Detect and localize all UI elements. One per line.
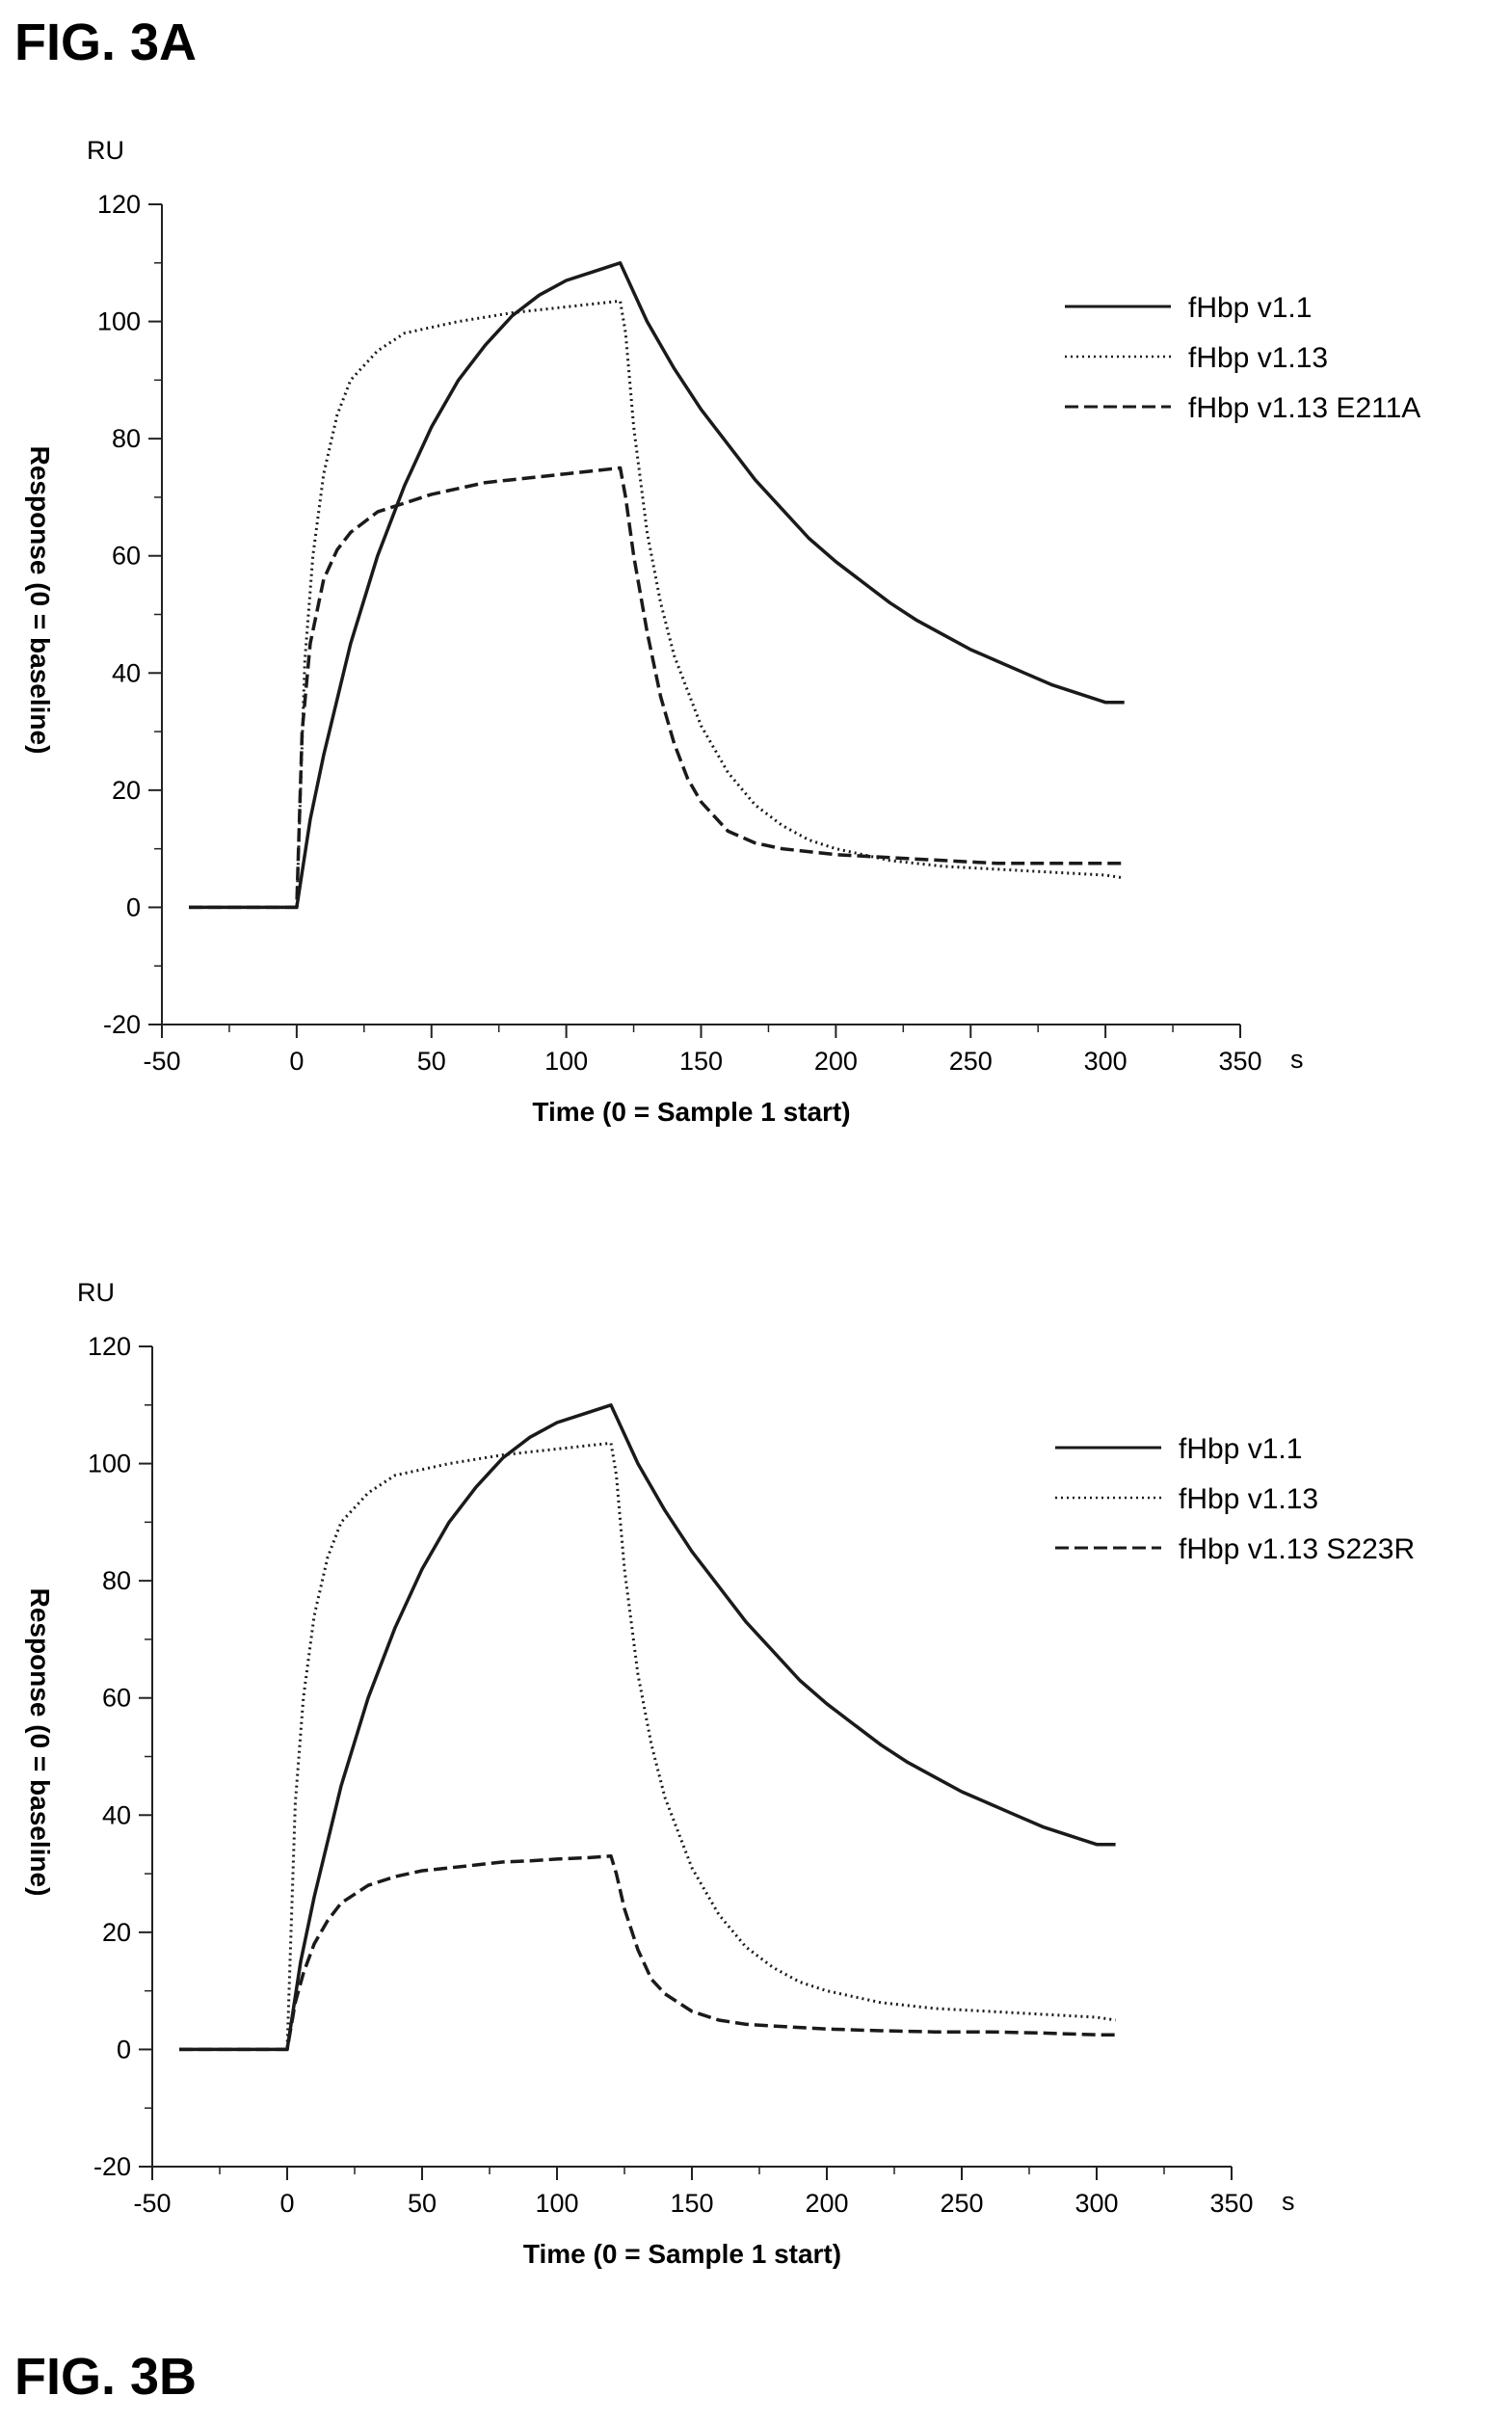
x-tick-label: 250 [949,1047,993,1076]
x-tick-label: 0 [289,1047,304,1076]
x-tick-label: 200 [814,1047,858,1076]
y-tick-label: 120 [97,190,141,219]
x-tick-label: 300 [1074,2189,1118,2218]
legend-label: fHbp v1.1 [1188,292,1312,324]
series-line-dashed [189,466,1125,910]
y-tick-label: 0 [126,892,141,921]
y-unit-label: RU [77,1278,115,1307]
legend-label: fHbp v1.1 [1179,1433,1302,1465]
y-tick-label: 0 [117,2035,131,2064]
y-tick-label: 40 [112,658,141,687]
y-axis-label: Response (0 = baseline) [25,1588,55,1897]
x-tick-label: 50 [417,1047,446,1076]
x-tick-label: 250 [940,2189,983,2218]
y-tick-label: 80 [112,424,141,453]
x-axis-label: Time (0 = Sample 1 start) [532,1097,850,1127]
y-tick-label: 20 [102,1918,131,1947]
x-unit-label: s [1282,2187,1295,2216]
legend-label: fHbp v1.13 S223R [1179,1533,1415,1565]
y-tick-label: 60 [112,542,141,571]
x-tick-label: 50 [408,2189,437,2218]
y-tick-label: -20 [103,1010,141,1039]
y-tick-label: 100 [88,1450,131,1478]
x-tick-label: 150 [670,2189,713,2218]
x-tick-label: 150 [679,1047,723,1076]
series-line-solid [179,1403,1116,2052]
legend-label: fHbp v1.13 [1188,342,1328,374]
y-tick-label: 40 [102,1800,131,1829]
x-tick-label: 200 [805,2189,848,2218]
series-line-dotted [179,1441,1116,2051]
x-axis-label: Time (0 = Sample 1 start) [523,2239,841,2269]
y-tick-label: 100 [97,307,141,336]
y-unit-label: RU [87,136,124,165]
chart-3b: -20 0 20 40 60 80 100 120 -50 0 50 100 150 200 250 300 3… [25,1278,1415,2269]
x-tick-label: 350 [1218,1047,1261,1076]
y-tick-label: 120 [88,1332,131,1361]
x-tick-label: 300 [1084,1047,1127,1076]
x-tick-label: 0 [279,2189,294,2218]
legend-label: fHbp v1.13 E211A [1188,392,1420,424]
legend-label: fHbp v1.13 [1179,1483,1318,1515]
y-axis-label: Response (0 = baseline) [25,446,55,755]
series-line-dotted [189,299,1125,909]
figure-3b-label: FIG. 3B [14,2348,197,2406]
chart-3a: -20 0 20 40 60 80 100 120 -50 0 50 100 150 200 250 300 3… [25,136,1420,1127]
x-tick-label: 350 [1209,2189,1253,2218]
figure-3a-label: FIG. 3A [14,13,197,71]
y-tick-label: -20 [93,2152,131,2181]
y-tick-label: 80 [102,1566,131,1595]
x-tick-label: -50 [133,2189,171,2218]
series-line-dashed [179,1854,1116,2052]
x-tick-label: -50 [143,1047,180,1076]
series-line-solid [189,261,1125,910]
x-tick-label: 100 [535,2189,578,2218]
y-tick-label: 60 [102,1684,131,1713]
x-unit-label: s [1290,1045,1304,1074]
y-tick-label: 20 [112,776,141,805]
x-tick-label: 100 [544,1047,588,1076]
